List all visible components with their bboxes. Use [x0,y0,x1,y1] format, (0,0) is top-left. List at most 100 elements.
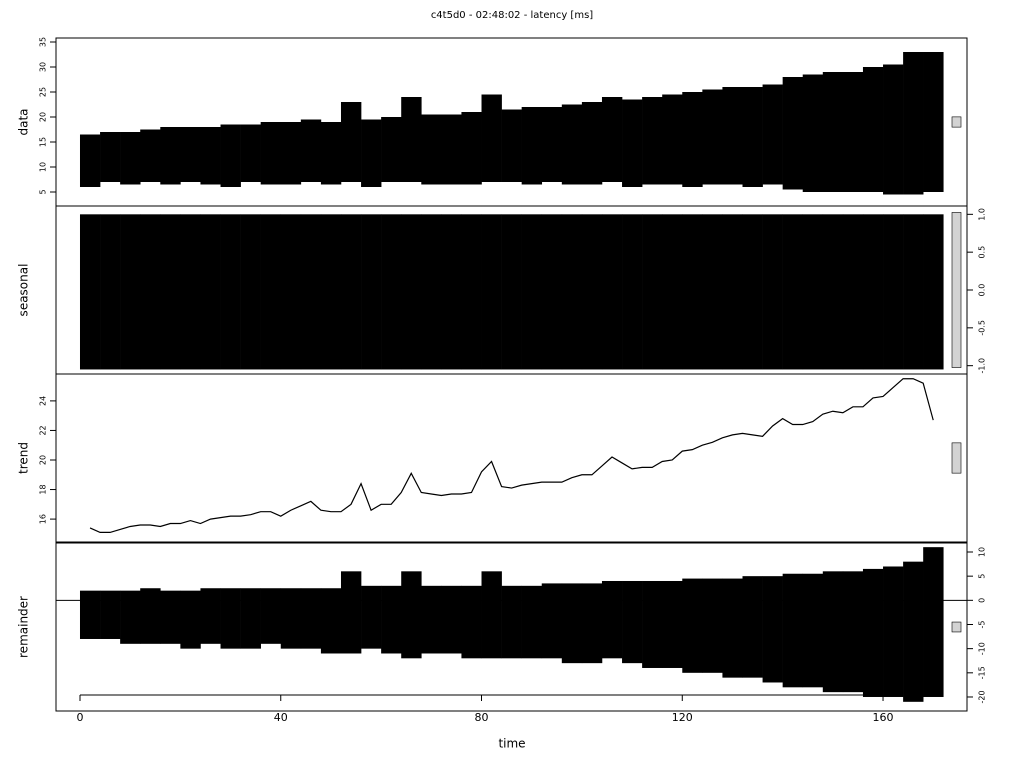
band-segment [481,571,502,659]
band-segment [842,214,864,370]
band-segment [100,132,121,182]
band-segment [622,99,643,187]
band-segment [762,214,783,370]
band-segment [862,568,884,697]
band-segment [601,214,623,370]
band-segment [120,590,141,644]
band-segment [260,122,282,185]
y-tick-label: 25 [39,87,48,97]
band-segment [501,109,522,182]
band-segment [722,578,743,678]
band-segment [541,583,563,659]
band-segment [862,67,884,192]
band-segment [340,214,362,370]
x-axis-label: time [498,737,525,751]
y-tick-label: 0.0 [978,284,987,297]
band-segment [461,585,482,659]
band-segment [842,72,864,192]
band-segment [581,102,603,185]
band-segment [260,588,282,644]
x-tick-label: 0 [76,711,83,724]
band-segment [501,585,522,659]
band-segment [662,580,683,668]
band-segment [220,124,241,187]
y-tick-label: -20 [978,690,987,703]
band-segment [702,89,723,185]
y-tick-label: 0 [978,598,987,603]
y-tick-label: -5 [978,620,987,628]
y-tick-label: -15 [978,666,987,679]
band-segment [822,571,844,693]
band-segment [421,214,442,370]
y-axis-label: seasonal [17,264,31,317]
band-segment [782,77,804,190]
y-tick-label: 10 [978,547,987,557]
band-segment [220,214,241,370]
band-segment [561,214,583,370]
band-segment [722,214,743,370]
y-axis-label: trend [17,442,31,474]
band-segment [742,214,763,370]
band-segment [541,107,563,182]
y-tick-label: 5 [978,574,987,579]
chart-title: c4t5d0 - 02:48:02 - latency [ms] [431,10,593,21]
band-segment [240,588,261,649]
band-segment [260,214,282,370]
band-segment [200,214,221,370]
band-segment [200,588,221,644]
band-segment [140,129,161,182]
band-segment [381,585,402,654]
band-segment [421,114,442,185]
band-segment [481,214,502,370]
band-segment [883,64,904,195]
band-segment [883,214,904,370]
band-segment [461,112,482,185]
band-segment [561,583,583,664]
band-segment [381,214,402,370]
y-tick-label: 16 [39,514,48,524]
band-segment [160,127,181,185]
band-segment [180,214,201,370]
band-segment [140,214,161,370]
band-segment [361,585,382,649]
band-segment [120,214,141,370]
y-tick-label: 18 [39,484,48,494]
y-tick-label: 20 [39,112,48,122]
band-segment [642,97,663,185]
band-segment [320,214,342,370]
x-tick-label: 120 [672,711,693,724]
range-bar [951,621,962,633]
band-segment [401,571,422,659]
panel-frame [55,373,968,543]
band-segment [421,585,442,654]
band-segment [79,214,101,370]
band-segment [120,132,141,185]
band-segment [481,94,502,182]
band-segment [300,119,322,182]
band-segment [601,580,623,659]
band-segment [501,214,522,370]
band-segment [762,576,783,683]
band-segment [220,588,241,649]
y-tick-label: 22 [39,425,48,435]
band-segment [682,578,703,673]
band-segment [240,124,261,182]
band-segment [702,214,723,370]
y-axis-label: remainder [17,596,31,658]
x-tick-label: 40 [274,711,288,724]
band-segment [742,576,763,678]
band-segment [601,97,623,182]
band-segment [682,92,703,187]
band-segment [100,214,121,370]
band-segment [521,214,543,370]
band-segment [361,119,382,187]
band-segment [923,547,944,697]
band-segment [903,214,924,370]
band-segment [381,117,402,182]
band-segment [280,122,302,185]
band-segment [782,573,804,688]
band-segment [180,590,201,649]
range-bar [951,442,962,474]
band-segment [642,214,663,370]
band-segment [622,580,643,664]
